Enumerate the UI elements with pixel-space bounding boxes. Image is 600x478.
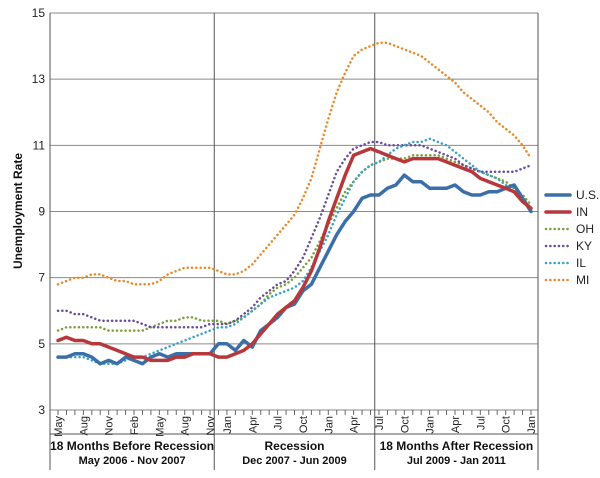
x-tick-label: Apr — [450, 416, 462, 433]
x-tick-label: Jul — [475, 416, 487, 430]
legend-label: IL — [576, 256, 586, 270]
period-title: 18 Months Before Recession — [50, 439, 214, 453]
axes-layer — [49, 13, 539, 470]
series-line-in — [56, 146, 533, 363]
x-tick-label: Aug — [180, 416, 192, 436]
x-tick-label: Oct — [501, 416, 513, 433]
x-tick-label: Jul — [374, 416, 386, 430]
series-line-mi — [56, 41, 533, 286]
legend: U.S. IN OH KY IL MI — [544, 188, 599, 287]
period-subtitle: May 2006 - Nov 2007 — [79, 455, 186, 467]
legend-label: IN — [576, 205, 588, 219]
y-tick-label: 13 — [32, 72, 46, 86]
x-tick-label: May — [53, 416, 65, 437]
legend-label: U.S. — [576, 188, 599, 202]
x-tick-label: Nov — [104, 416, 116, 436]
x-tick-label: Apr — [349, 416, 361, 433]
y-tick-label: 11 — [33, 138, 46, 152]
period-subtitle: Dec 2007 - Jun 2009 — [242, 455, 347, 467]
x-tick-label: Feb — [129, 416, 141, 435]
label-layer: 3 5 7 9 11 13 15 May Aug Nov Feb May Aug Nov Jan Apr Jul… — [11, 6, 538, 467]
x-tick-label: May — [154, 416, 166, 437]
grid-layer — [50, 12, 538, 411]
series-layer — [56, 41, 533, 366]
y-tick-label: 3 — [38, 403, 45, 417]
legend-label: OH — [576, 222, 594, 236]
x-tick-label: Jan — [222, 416, 234, 434]
period-subtitle: Jul 2009 - Jan 2011 — [407, 455, 506, 467]
y-axis-label: Unemployment Rate — [11, 153, 25, 269]
x-tick-label: Jan — [526, 416, 538, 434]
y-tick-label: 7 — [38, 271, 45, 285]
y-tick-label: 9 — [38, 205, 45, 219]
period-title: 18 Months After Recession — [380, 439, 534, 453]
x-tick-label: Apr — [247, 416, 259, 433]
period-title: Recession — [264, 439, 324, 453]
series-line-us — [56, 173, 533, 366]
x-tick-label: Jan — [323, 416, 335, 434]
x-tick-label: Oct — [399, 416, 411, 433]
x-tick-label: Oct — [298, 416, 310, 433]
legend-label: KY — [576, 239, 592, 253]
y-tick-label: 15 — [32, 6, 46, 20]
legend-label: MI — [576, 273, 589, 287]
x-tick-label: Jul — [273, 416, 285, 430]
series-line-ky — [56, 140, 533, 329]
x-tick-label: Aug — [78, 416, 90, 436]
y-tick-label: 5 — [38, 337, 45, 351]
x-tick-label: Nov — [205, 416, 217, 436]
x-tick-label: Jan — [425, 416, 437, 434]
series-line-oh — [56, 154, 533, 332]
